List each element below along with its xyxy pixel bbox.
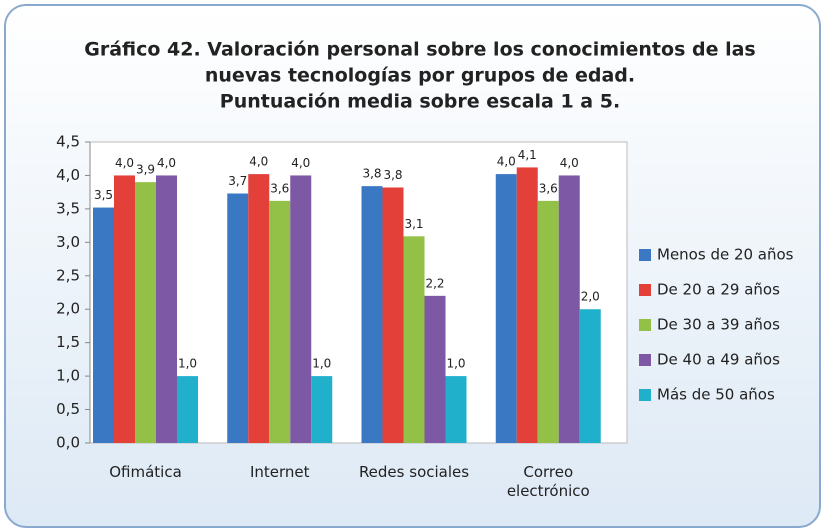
legend-swatch bbox=[639, 319, 651, 331]
bar bbox=[424, 295, 446, 443]
bar bbox=[403, 236, 425, 443]
data-label: 3,6 bbox=[270, 181, 289, 195]
data-label: 3,1 bbox=[404, 217, 423, 231]
bar bbox=[269, 200, 291, 443]
legend-swatch bbox=[639, 389, 651, 401]
data-label: 4,0 bbox=[560, 156, 579, 170]
y-tick-label: 3,5 bbox=[56, 199, 80, 217]
legend-label: Menos de 20 años bbox=[657, 246, 794, 264]
data-label: 3,5 bbox=[94, 188, 113, 202]
y-tick-label: 2,0 bbox=[56, 300, 80, 318]
bar bbox=[516, 167, 538, 443]
bar bbox=[311, 376, 333, 443]
y-tick-label: 3,0 bbox=[56, 233, 80, 251]
data-label: 4,0 bbox=[115, 156, 134, 170]
data-label: 3,6 bbox=[539, 181, 558, 195]
x-tick-label: Correo electrónico bbox=[506, 463, 590, 500]
bar bbox=[537, 200, 559, 443]
legend-label: De 40 a 49 años bbox=[657, 351, 780, 369]
bar bbox=[114, 175, 135, 443]
bar bbox=[382, 187, 404, 443]
data-label: 3,9 bbox=[136, 163, 155, 177]
y-tick-label: 1,0 bbox=[56, 367, 80, 385]
data-label: 3,7 bbox=[228, 174, 247, 188]
bar bbox=[290, 175, 312, 443]
legend-label: De 20 a 29 años bbox=[657, 281, 780, 299]
data-label: 4,1 bbox=[518, 148, 537, 162]
legend-label: Más de 50 años bbox=[657, 386, 775, 404]
data-label: 4,0 bbox=[157, 156, 176, 170]
chart-title: Puntuación media sobre escala 1 a 5. bbox=[220, 91, 620, 113]
data-label: 1,0 bbox=[446, 357, 465, 371]
y-tick-label: 1,5 bbox=[56, 333, 80, 351]
data-label: 2,0 bbox=[581, 290, 600, 304]
legend-swatch bbox=[639, 284, 651, 296]
y-tick-label: 0,5 bbox=[56, 400, 80, 418]
x-tick-label: Internet bbox=[249, 463, 310, 481]
y-tick-label: 2,5 bbox=[56, 266, 80, 284]
chart-title: Gráfico 42. Valoración personal sobre lo… bbox=[84, 39, 756, 61]
data-label: 2,2 bbox=[425, 276, 444, 290]
data-label: 1,0 bbox=[312, 357, 331, 371]
y-tick-label: 4,0 bbox=[56, 166, 80, 184]
bar bbox=[579, 309, 601, 443]
bar bbox=[495, 174, 517, 443]
x-tick-label: Ofimática bbox=[109, 463, 182, 481]
legend-swatch bbox=[639, 249, 651, 261]
y-tick-label: 4,5 bbox=[56, 133, 80, 151]
legend-swatch bbox=[639, 354, 651, 366]
data-label: 4,0 bbox=[497, 155, 516, 169]
bar bbox=[227, 193, 249, 443]
data-label: 4,0 bbox=[249, 155, 268, 169]
legend-label: De 30 a 39 años bbox=[657, 316, 780, 334]
bar bbox=[361, 186, 383, 443]
bar bbox=[135, 182, 156, 443]
data-label: 3,8 bbox=[362, 167, 381, 181]
bar bbox=[558, 175, 580, 443]
data-label: 1,0 bbox=[178, 357, 197, 371]
chart: Gráfico 42. Valoración personal sobre lo… bbox=[56, 39, 794, 452]
chart-title: nuevas tecnologías por grupos de edad. bbox=[205, 65, 635, 87]
chart-frame: Gráfico 42. Valoración personal sobre lo… bbox=[4, 4, 821, 528]
data-label: 4,0 bbox=[291, 156, 310, 170]
bar bbox=[156, 175, 177, 443]
x-tick-label: Redes sociales bbox=[358, 463, 470, 481]
bar bbox=[93, 207, 114, 443]
bar bbox=[248, 174, 270, 443]
y-tick-label: 0,0 bbox=[56, 434, 80, 452]
bar bbox=[445, 376, 467, 443]
bar bbox=[177, 376, 198, 443]
data-label: 3,8 bbox=[383, 168, 402, 182]
